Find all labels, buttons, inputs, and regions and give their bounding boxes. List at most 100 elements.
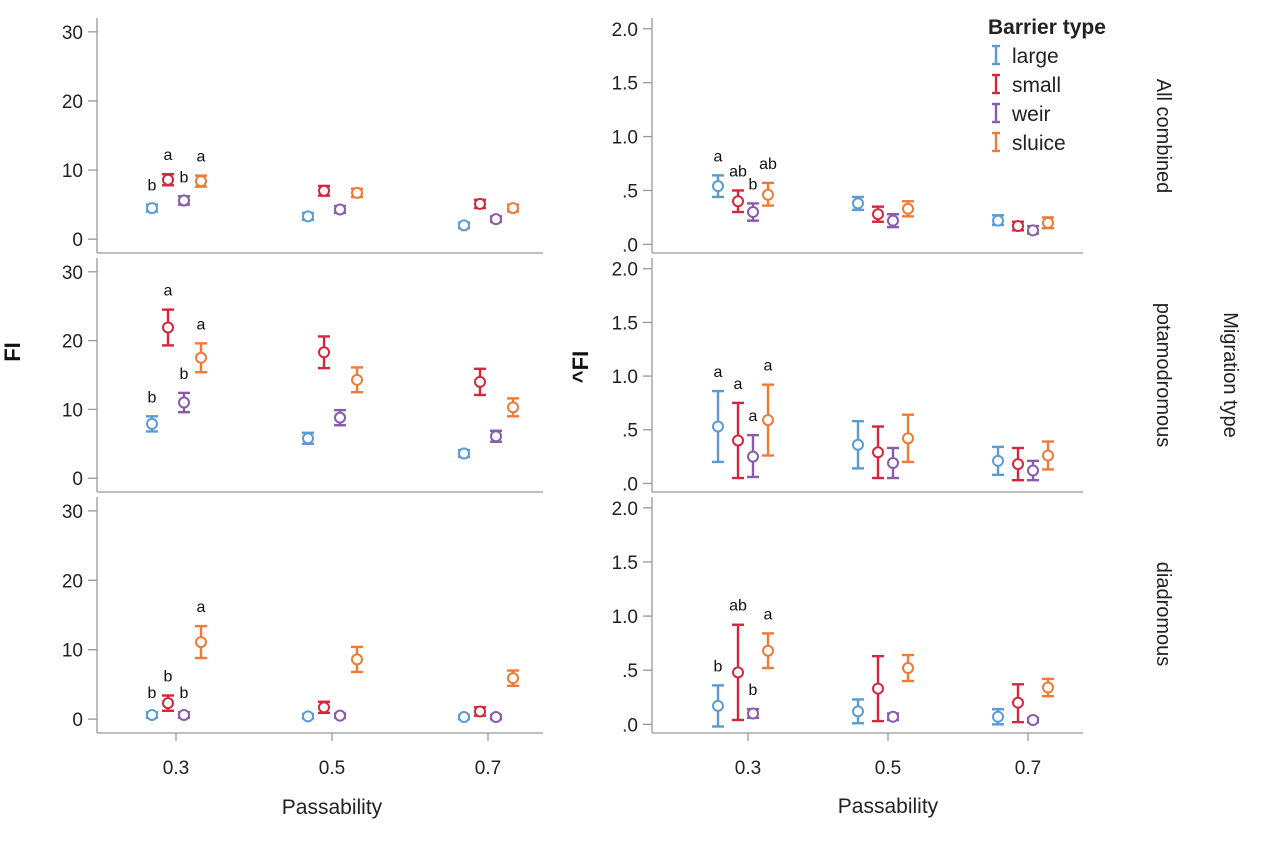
mean-point <box>902 202 914 215</box>
legend-label: large <box>1012 45 1059 68</box>
mean-point <box>351 373 363 386</box>
mean-point <box>490 711 502 724</box>
y-tick-label: 1.0 <box>612 607 638 628</box>
panel-left-middle: 0 10 20 30 b a b a <box>62 258 543 493</box>
mean-point <box>318 184 330 197</box>
x-tick-label: 0.7 <box>1015 758 1041 779</box>
significance-letter: ab <box>729 598 747 615</box>
mean-point <box>195 636 207 649</box>
y-tick-label: 0 <box>72 230 83 251</box>
series-weir: b <box>178 685 502 724</box>
y-tick-label: 1.5 <box>612 313 638 334</box>
significance-letter: b <box>164 669 173 686</box>
series-small: a <box>162 147 486 210</box>
significance-letter: a <box>714 364 723 381</box>
legend-label: weir <box>1011 103 1051 126</box>
significance-letter: b <box>180 366 189 383</box>
y-tick-label: .5 <box>622 181 638 202</box>
legend-label: sluice <box>1012 132 1066 155</box>
mean-point <box>902 662 914 675</box>
significance-letter: a <box>164 147 173 164</box>
mean-point <box>474 375 486 388</box>
mean-point <box>732 195 744 208</box>
legend-items: large small weir sluice <box>992 44 1066 155</box>
legend: Barrier type large small weir sluice <box>988 16 1106 155</box>
mean-point <box>992 214 1004 227</box>
mean-point <box>334 411 346 424</box>
series-small: b <box>162 669 486 718</box>
mean-point <box>712 699 724 712</box>
mean-point <box>732 666 744 679</box>
significance-letter: a <box>164 283 173 300</box>
row-label-diadromous: diadromous <box>1152 562 1174 667</box>
series-small: ab <box>729 598 1024 724</box>
significance-letter: a <box>197 149 206 166</box>
mean-point <box>178 194 190 207</box>
x-tick-label: 0.5 <box>319 758 345 779</box>
mean-point <box>458 711 470 724</box>
y-tick-label: 30 <box>62 23 83 44</box>
series-sluice: a <box>195 149 519 215</box>
series-large: b <box>146 178 470 232</box>
mean-point <box>732 434 744 447</box>
significance-letter: b <box>148 178 157 195</box>
y-tick-label: 10 <box>62 161 83 182</box>
mean-point <box>747 450 759 463</box>
significance-letter: b <box>148 389 157 406</box>
mean-point <box>302 710 314 723</box>
y-tick-label: 2.0 <box>612 499 638 520</box>
y-tick-label: 1.0 <box>612 367 638 388</box>
mean-point <box>1012 696 1024 709</box>
mean-point <box>507 401 519 414</box>
mean-point <box>747 707 759 720</box>
legend-item-weir: weir <box>992 102 1051 126</box>
y-tick-label: 20 <box>62 92 83 113</box>
legend-title: Barrier type <box>988 16 1106 39</box>
mean-point <box>146 202 158 215</box>
row-label-all-combined: All combined <box>1152 79 1174 194</box>
y-tick-label: 30 <box>62 263 83 284</box>
mean-point <box>334 203 346 216</box>
mean-point <box>162 173 174 186</box>
mean-point <box>302 432 314 445</box>
y-tick-label: 2.0 <box>612 260 638 281</box>
mean-point <box>490 213 502 226</box>
significance-letter: b <box>749 682 758 699</box>
series-weir: b <box>747 176 1039 237</box>
facet-title-migration-type: Migration type <box>1219 312 1241 438</box>
series-sluice: a <box>195 599 519 687</box>
legend-item-small: small <box>992 73 1061 97</box>
mean-point <box>178 708 190 721</box>
y-tick-label: 10 <box>62 641 83 662</box>
significance-letter: a <box>764 358 773 375</box>
mean-point <box>1027 224 1039 237</box>
x-tick-label: 0.5 <box>875 758 901 779</box>
y-tick-label: 20 <box>62 332 83 353</box>
series-large: a <box>712 148 1004 227</box>
y-tick-label: 0 <box>72 469 83 490</box>
mean-point <box>1042 681 1054 694</box>
mean-point <box>1012 220 1024 233</box>
series-sluice: a <box>762 606 1054 698</box>
mean-point <box>474 705 486 718</box>
significance-letter: a <box>764 606 773 623</box>
right-x-axis-label: Passability <box>838 795 939 818</box>
mean-point <box>852 705 864 718</box>
y-tick-label: .0 <box>622 715 638 736</box>
mean-point <box>887 710 899 723</box>
mean-point <box>162 697 174 710</box>
series-weir: b <box>178 169 502 226</box>
mean-point <box>1027 464 1039 477</box>
mean-point <box>747 206 759 219</box>
mean-point <box>712 180 724 193</box>
left-y-axis-label: FI <box>0 342 25 362</box>
mean-point <box>302 210 314 223</box>
significance-letter: a <box>714 148 723 165</box>
mean-point <box>458 219 470 232</box>
x-tick-label: 0.7 <box>475 758 501 779</box>
mean-point <box>762 644 774 657</box>
